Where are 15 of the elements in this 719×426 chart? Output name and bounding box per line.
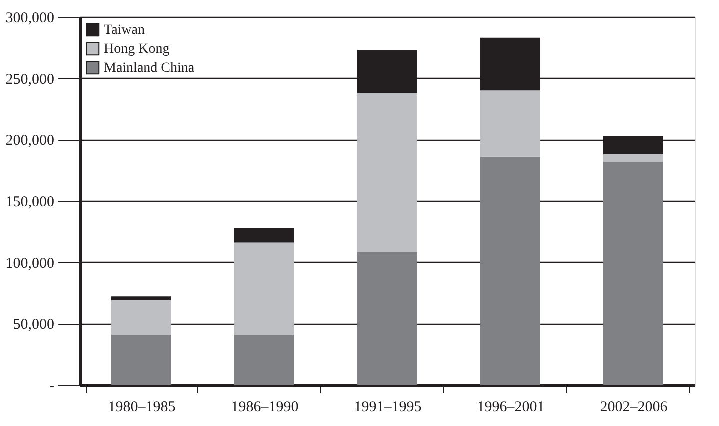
y-tick-label: 100,000 — [6, 256, 54, 272]
x-tick-label: 1991–1995 — [354, 400, 422, 416]
legend-label: Hong Kong — [104, 42, 170, 57]
x-tick-label: 1996–2001 — [477, 400, 545, 416]
legend-label: Taiwan — [104, 23, 146, 38]
y-tick-label: 50,000 — [13, 317, 54, 334]
y-tick-label: 250,000 — [6, 72, 54, 88]
x-tick-label: 2002–2006 — [600, 400, 668, 416]
y-tick-label: 200,000 — [6, 133, 54, 150]
legend-label: Mainland China — [104, 61, 196, 76]
y-tick-label: 300,000 — [6, 10, 54, 26]
x-tick-label: 1980–1985 — [108, 400, 176, 416]
y-tick-label: - — [50, 378, 54, 394]
y-tick-label: 150,000 — [6, 194, 54, 210]
x-tick-label: 1986–1990 — [231, 400, 299, 416]
